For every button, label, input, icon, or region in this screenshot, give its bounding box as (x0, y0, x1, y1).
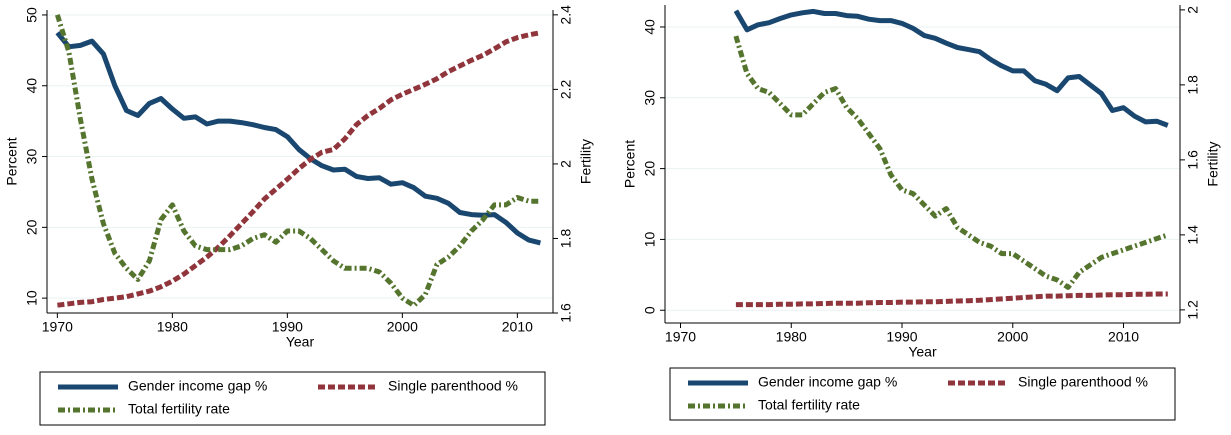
y-tick-label: 20 (642, 161, 658, 177)
legend-label: Single parenthood % (388, 378, 518, 394)
y-tick-label: 30 (24, 149, 40, 165)
y-tick-label: 40 (642, 19, 658, 35)
y2-tick-label: 1.4 (1185, 225, 1201, 245)
legend-label: Total fertility rate (758, 397, 860, 413)
y-tick-label: 0 (642, 306, 658, 314)
x-tick-label: 2010 (1108, 329, 1139, 345)
series-line (733, 35, 1169, 290)
y2-tick-label: 2 (1185, 6, 1201, 14)
x-tick-label: 1980 (157, 319, 188, 335)
legend-box (669, 367, 1176, 421)
y2-tick-label: 1.6 (558, 303, 574, 323)
x-tick-label: 1970 (42, 319, 73, 335)
legend-label: Gender income gap % (758, 374, 897, 390)
series-line (733, 8, 1169, 128)
series-line (735, 291, 1168, 308)
series-line (57, 30, 541, 308)
y-axis-label: Percent (622, 140, 638, 188)
x-tick-label: 1970 (665, 329, 696, 345)
legend-box (39, 371, 546, 426)
x-tick-label: 2010 (502, 319, 533, 335)
y-tick-label: 20 (24, 219, 40, 235)
y2-tick-label: 1.2 (1185, 300, 1201, 320)
legend-label: Single parenthood % (1018, 374, 1148, 390)
x-axis-label: Year (286, 334, 315, 350)
x-tick-label: 1990 (886, 329, 917, 345)
x-tick-label: 2000 (997, 329, 1028, 345)
y-axis-label: Percent (4, 137, 20, 185)
x-axis-label: Year (908, 344, 937, 360)
y2-tick-label: 1.6 (1185, 150, 1201, 170)
y-tick-label: 30 (642, 90, 658, 106)
y2-axis-label: Fertility (1205, 141, 1221, 186)
series-line (55, 31, 541, 246)
legend-label: Gender income gap % (128, 378, 267, 394)
y-tick-label: 50 (24, 7, 40, 23)
y-tick-label: 10 (24, 290, 40, 306)
y2-tick-label: 2.4 (558, 5, 574, 25)
y-tick-label: 10 (642, 231, 658, 247)
legend-label: Total fertility rate (128, 401, 230, 417)
x-tick-label: 2000 (387, 319, 418, 335)
y2-tick-label: 2 (558, 160, 574, 168)
y2-axis-label: Fertility (578, 139, 594, 184)
x-tick-label: 1990 (272, 319, 303, 335)
series-line (55, 14, 541, 308)
y2-tick-label: 2.2 (558, 79, 574, 99)
y-tick-label: 40 (24, 78, 40, 94)
x-tick-label: 1980 (776, 329, 807, 345)
y2-tick-label: 1.8 (1185, 75, 1201, 95)
y2-tick-label: 1.8 (558, 229, 574, 249)
